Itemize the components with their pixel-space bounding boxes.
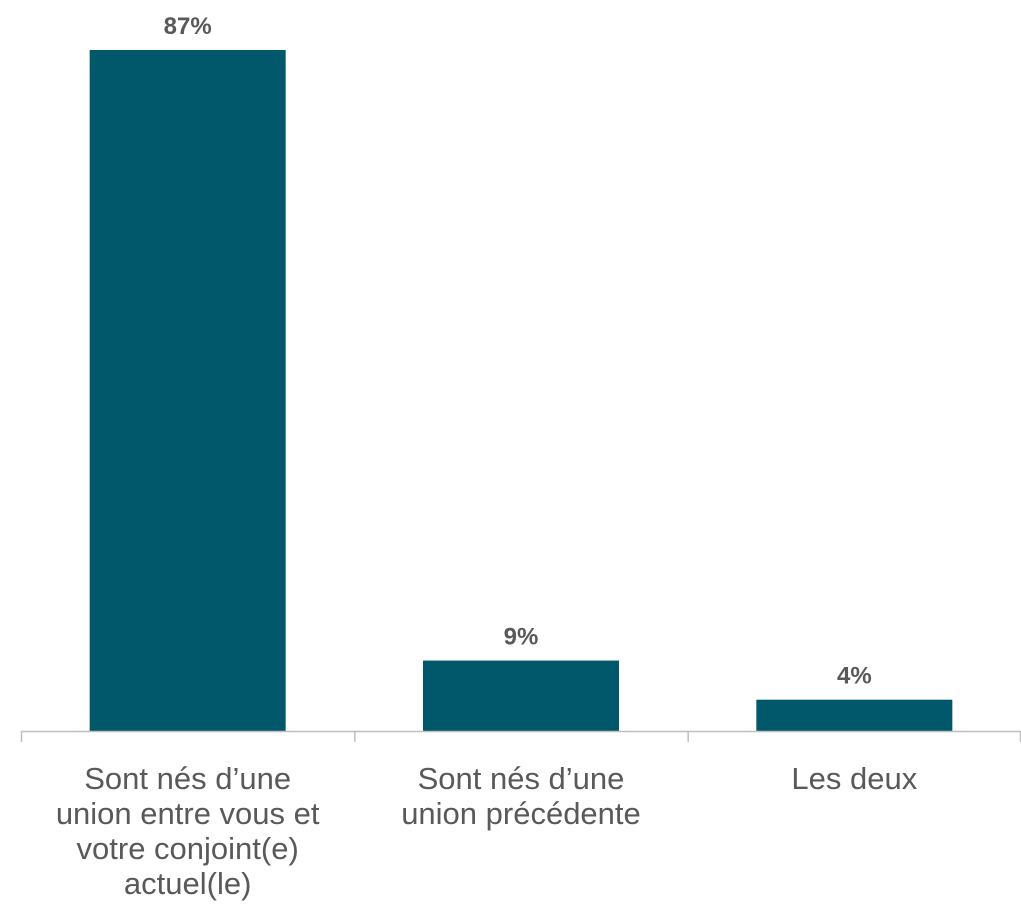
- bar-1: [89, 50, 286, 731]
- data-label-1: 87%: [164, 13, 212, 40]
- bar-2: [423, 660, 619, 731]
- category-label-3: Les deux: [791, 761, 918, 796]
- bar-3: [756, 699, 953, 731]
- data-label-2: 9%: [504, 624, 539, 651]
- category-label-1: Sont nés d’une union entre vous et votre…: [55, 761, 320, 901]
- category-label-2: Sont nés d’une union précédente: [401, 761, 641, 831]
- data-label-3: 4%: [837, 663, 872, 690]
